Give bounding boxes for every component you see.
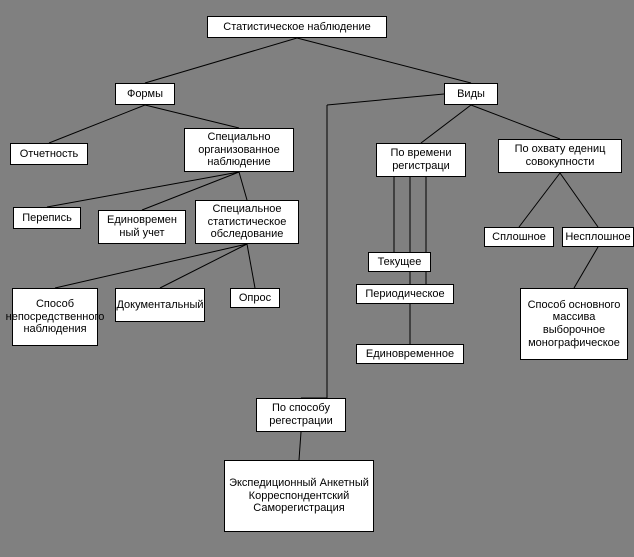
node-notsolid: Несплошное: [562, 227, 634, 247]
node-special: Специально организованное наблюдение: [184, 128, 294, 172]
node-periodic: Периодическое: [356, 284, 454, 304]
node-time: По времени регистраци: [376, 143, 466, 177]
node-methods: Экспедиционный Анкетный Корреспондентски…: [224, 460, 374, 532]
node-root: Статистическое наблюдение: [207, 16, 387, 38]
node-mass: Способ основного массива выборочное моно…: [520, 288, 628, 360]
node-single: Единовременное: [356, 344, 464, 364]
node-survey: Опрос: [230, 288, 280, 308]
node-statobs: Специальное статистическое обследование: [195, 200, 299, 244]
node-kinds: Виды: [444, 83, 498, 105]
node-forms: Формы: [115, 83, 175, 105]
diagram-canvas: Статистическое наблюдение Формы Виды Отчетн…: [0, 0, 634, 557]
node-method: По способу регестрации: [256, 398, 346, 432]
node-coverage: По охвату едениц совокупности: [498, 139, 622, 173]
node-solid: Сплошное: [484, 227, 554, 247]
node-document: Документальный: [115, 288, 205, 322]
node-census: Перепись: [13, 207, 81, 229]
node-direct: Способ непосредственного наблюдения: [12, 288, 98, 346]
node-report: Отчетность: [10, 143, 88, 165]
node-onetime: Единовремен ный учет: [98, 210, 186, 244]
node-current: Текущее: [368, 252, 431, 272]
